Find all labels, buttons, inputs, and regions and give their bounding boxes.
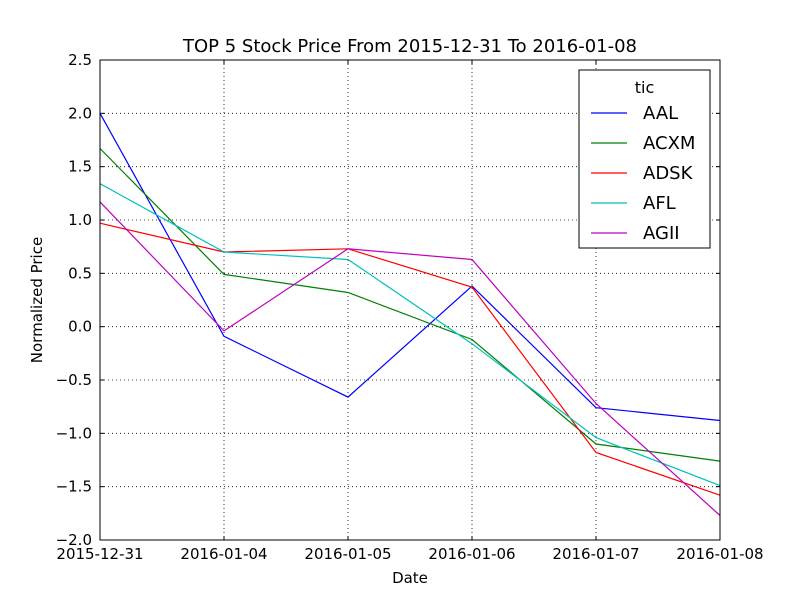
y-tick-label: −1.5 [56, 478, 92, 496]
axis-ticks: 2015-12-31 2016-01-04 2016-01-05 2016-01-06… [56, 51, 764, 563]
legend-label-adsk: ADSK [643, 163, 694, 184]
y-tick-label: −2.0 [56, 531, 92, 549]
y-tick-label: 1.0 [68, 211, 92, 229]
legend-label-aal: AAL [643, 103, 678, 124]
legend-label-agii: AGII [643, 223, 680, 244]
chart-title: TOP 5 Stock Price From 2015-12-31 To 201… [182, 36, 637, 57]
series-line-aal [99, 113, 721, 422]
x-tick-label: 2016-01-08 [676, 545, 763, 563]
legend-title: tic [635, 78, 655, 97]
x-tick-label: 2016-01-05 [304, 545, 391, 563]
y-tick-label: 0.0 [68, 318, 92, 336]
series-line-acxm [99, 148, 721, 462]
x-tick-label: 2016-01-06 [428, 545, 515, 563]
series-line-adsk [99, 222, 721, 496]
x-axis-label: Date [392, 569, 428, 587]
legend-label-acxm: ACXM [643, 133, 695, 154]
y-tick-label: −0.5 [56, 371, 92, 389]
series-line-agii [99, 201, 721, 516]
plot-frame [99, 59, 721, 541]
y-tick-label: 2.5 [68, 51, 92, 69]
series-lines [99, 113, 721, 516]
x-tick-label: 2016-01-07 [552, 545, 639, 563]
legend: tic AAL ACXM ADSK AFL AGII [578, 69, 711, 249]
y-axis-label: Normalized Price [28, 237, 46, 363]
x-tick-label: 2015-12-31 [56, 545, 143, 563]
y-tick-label: 1.5 [68, 158, 92, 176]
series-line-afl [99, 183, 721, 487]
legend-label-afl: AFL [643, 193, 676, 214]
x-tick-label: 2016-01-04 [180, 545, 267, 563]
y-tick-label: 2.0 [68, 104, 92, 122]
y-tick-label: 0.5 [68, 264, 92, 282]
legend-box [578, 69, 711, 249]
y-tick-label: −1.0 [56, 424, 92, 442]
